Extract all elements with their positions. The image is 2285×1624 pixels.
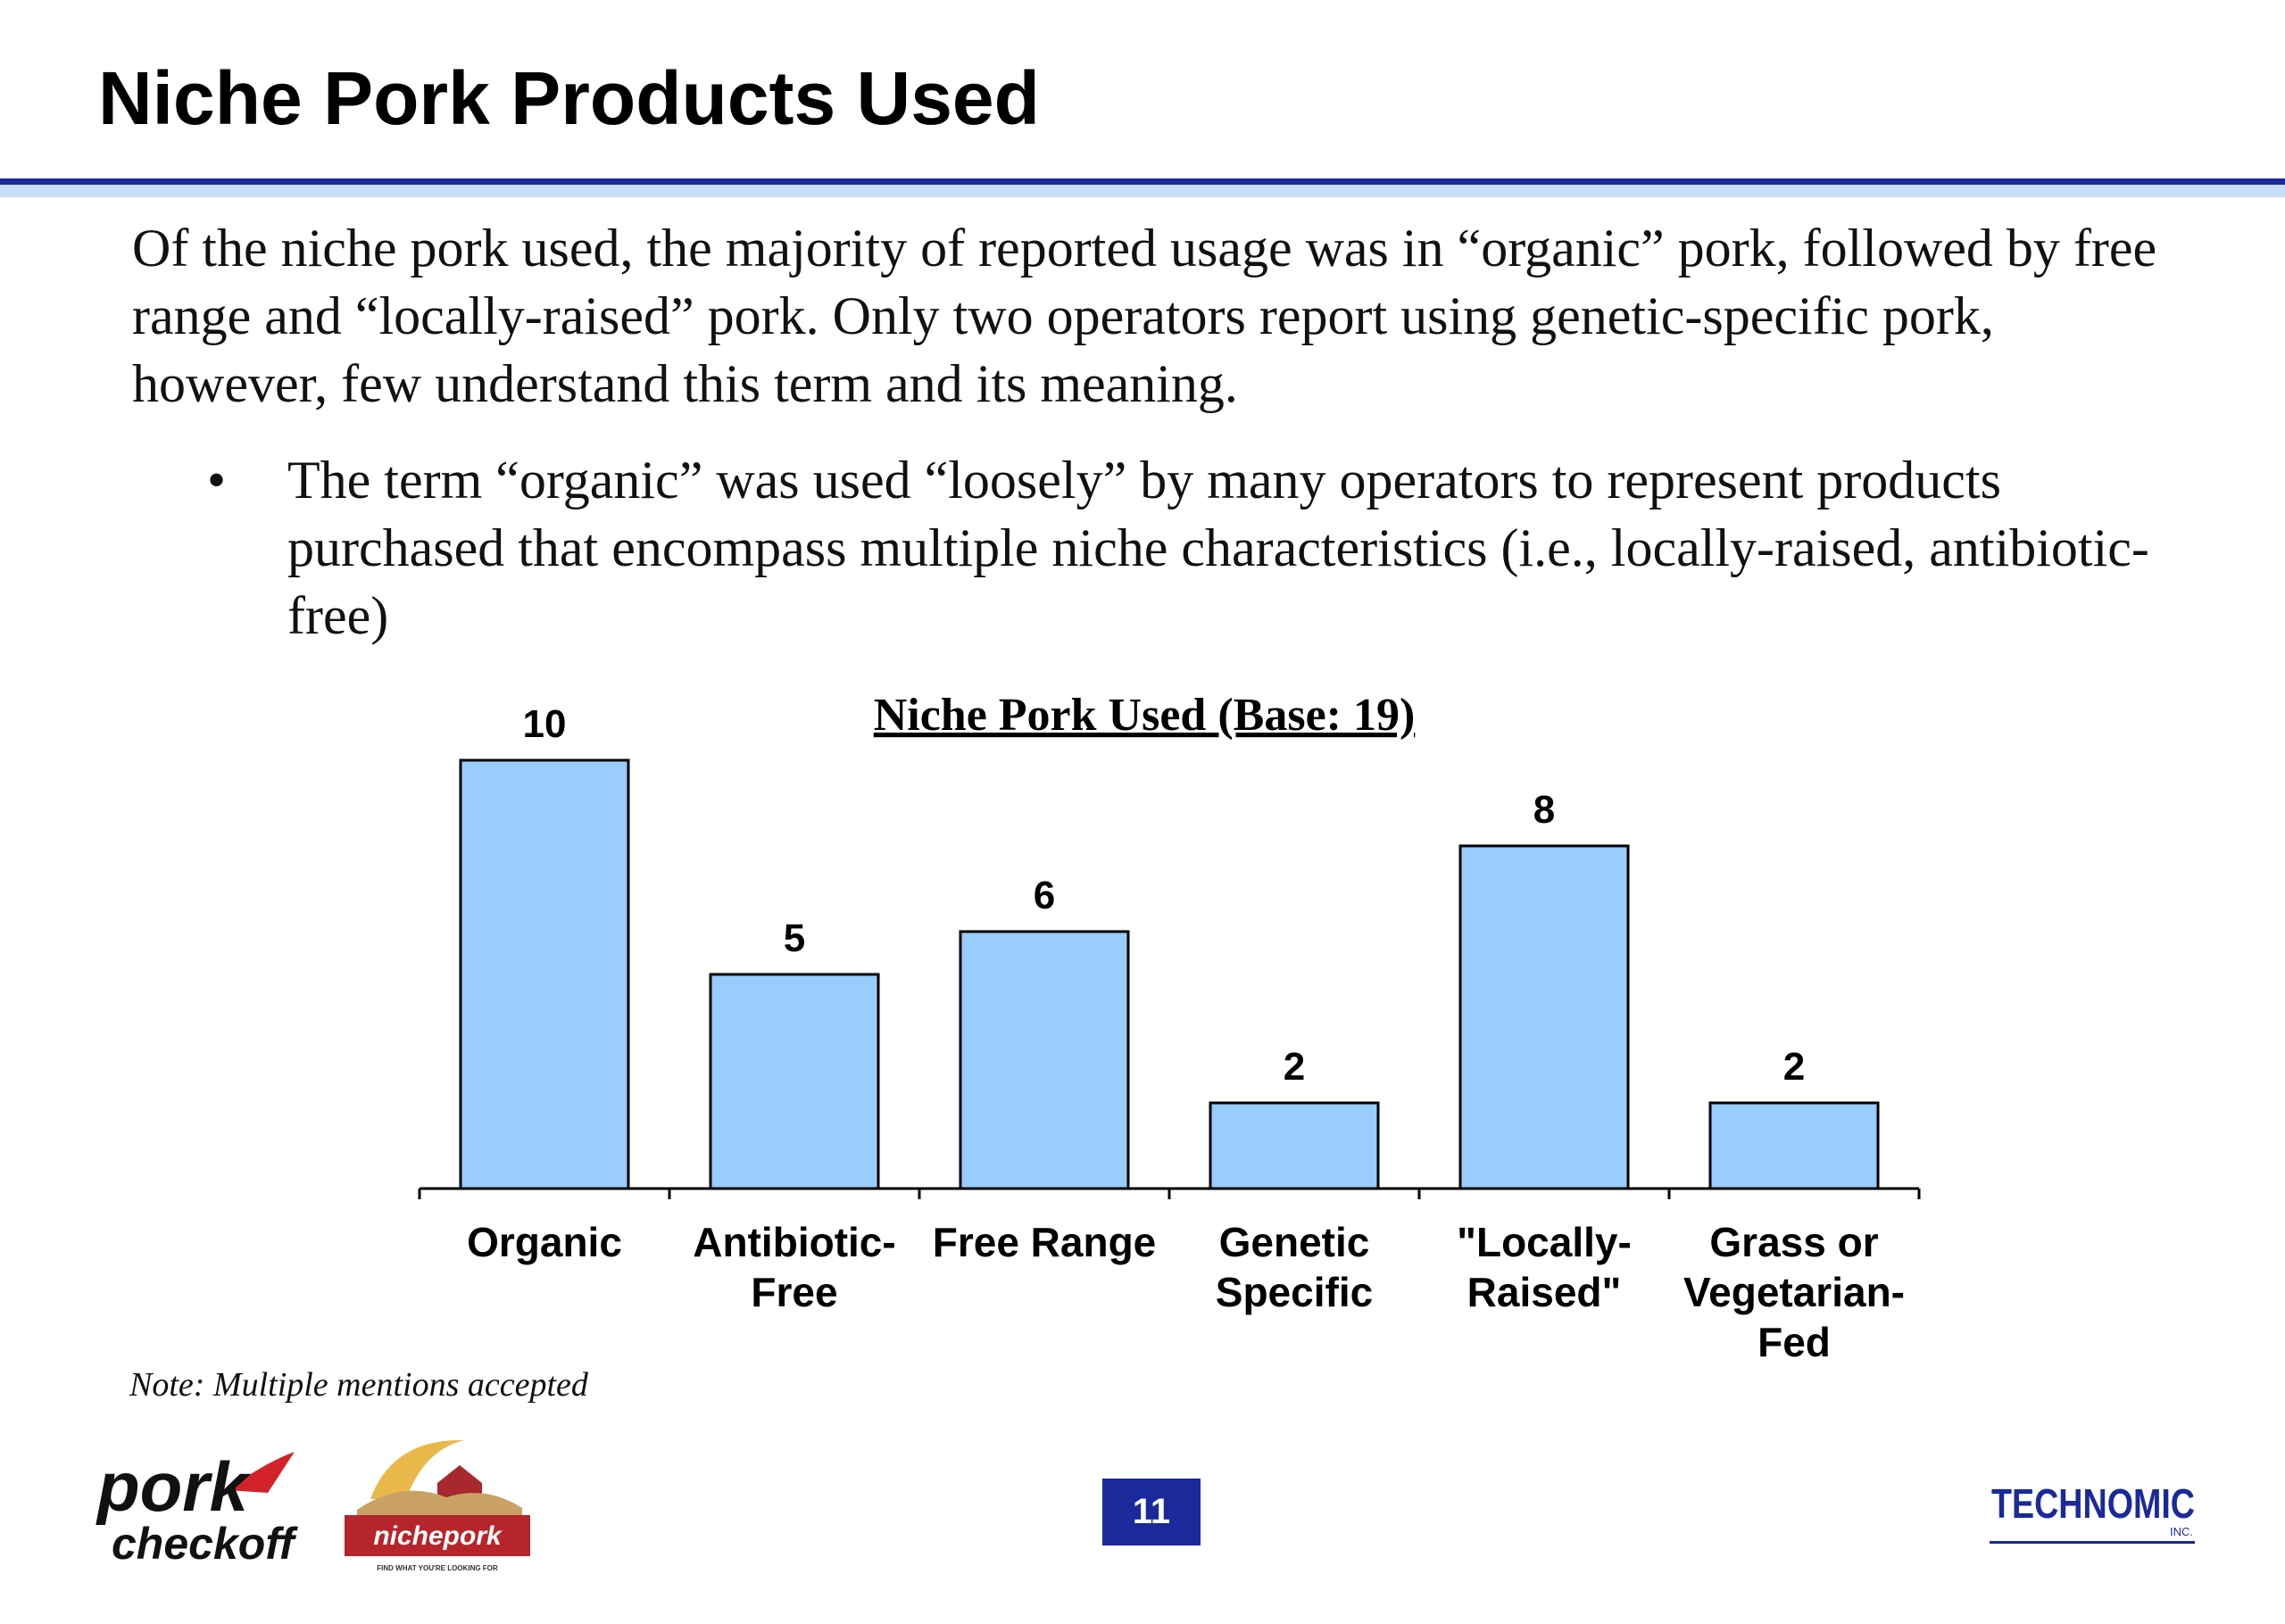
niche-banner (345, 1515, 530, 1556)
hills-icon (357, 1490, 522, 1517)
x-axis (418, 1187, 1921, 1199)
category-label-5-1: Vegetarian- (1683, 1269, 1905, 1315)
pork-logo-word: pork (96, 1447, 252, 1526)
niche-tagline: FIND WHAT YOU'RE LOOKING FOR (377, 1564, 498, 1572)
nichepork-logo: nichepork FIND WHAT YOU'RE LOOKING FOR (345, 1439, 530, 1572)
data-label-5: 2 (1783, 1045, 1805, 1089)
bar-0 (459, 758, 630, 1190)
title-divider (0, 178, 2285, 185)
category-labels: Organic Antibiotic-Free Free Range GeneticS… (467, 1219, 1905, 1365)
category-label-5-2: Fed (1757, 1319, 1831, 1365)
category-label-3-0: Genetic (1219, 1219, 1370, 1265)
page-title: Niche Pork Products Used (98, 56, 1040, 140)
data-label-3: 2 (1284, 1045, 1305, 1089)
page-number: 11 (1102, 1479, 1201, 1545)
bar-group: 10 5 6 2 8 2 (459, 702, 1880, 1190)
data-label-1: 5 (784, 916, 805, 960)
bullet-item: • The term “organic” was used “loosely” … (207, 446, 2171, 650)
pork-checkoff-logo: pork checkoff (96, 1447, 298, 1569)
technomic-logo: TECHNOMIC INC. (1990, 1480, 2195, 1544)
bar-2 (959, 930, 1130, 1190)
sun-arc-icon (370, 1439, 464, 1499)
category-label-1-1: Free (751, 1269, 837, 1315)
bar-5 (1708, 1101, 1880, 1190)
category-label-1-0: Antibiotic- (693, 1219, 895, 1265)
bullet-text: The term “organic” was used “loosely” by… (287, 451, 2149, 645)
data-label-2: 6 (1034, 874, 1055, 917)
intro-paragraph: Of the niche pork used, the majority of … (132, 219, 2157, 413)
bar-4 (1458, 844, 1630, 1190)
chart-title: Niche Pork Used (Base: 19) (874, 690, 1416, 741)
category-label-0-0: Organic (467, 1219, 622, 1265)
category-label-4-0: "Locally- (1457, 1219, 1632, 1265)
data-label-4: 8 (1533, 788, 1555, 832)
footnote: Note: Multiple mentions accepted (129, 1366, 588, 1404)
technomic-inc: INC. (2170, 1525, 2193, 1538)
category-label-2-0: Free Range (933, 1219, 1157, 1265)
title-divider-band (0, 185, 2285, 197)
bullet-icon: • (207, 451, 227, 510)
data-label-0: 10 (523, 702, 567, 746)
barn-icon (437, 1465, 482, 1499)
bar-3 (1209, 1101, 1380, 1190)
pork-swoosh-icon (228, 1452, 295, 1493)
category-label-5-0: Grass or (1709, 1219, 1878, 1265)
bar-1 (709, 973, 880, 1190)
category-label-3-1: Specific (1216, 1269, 1373, 1315)
technomic-underline (1990, 1541, 2195, 1544)
category-label-4-1: Raised" (1467, 1269, 1622, 1315)
niche-logo-word: nichepork (373, 1521, 503, 1551)
technomic-logo-word: TECHNOMIC (1991, 1480, 2195, 1527)
bullet-list: • The term “organic” was used “loosely” … (207, 446, 2171, 650)
checkoff-logo-word: checkoff (112, 1519, 298, 1569)
